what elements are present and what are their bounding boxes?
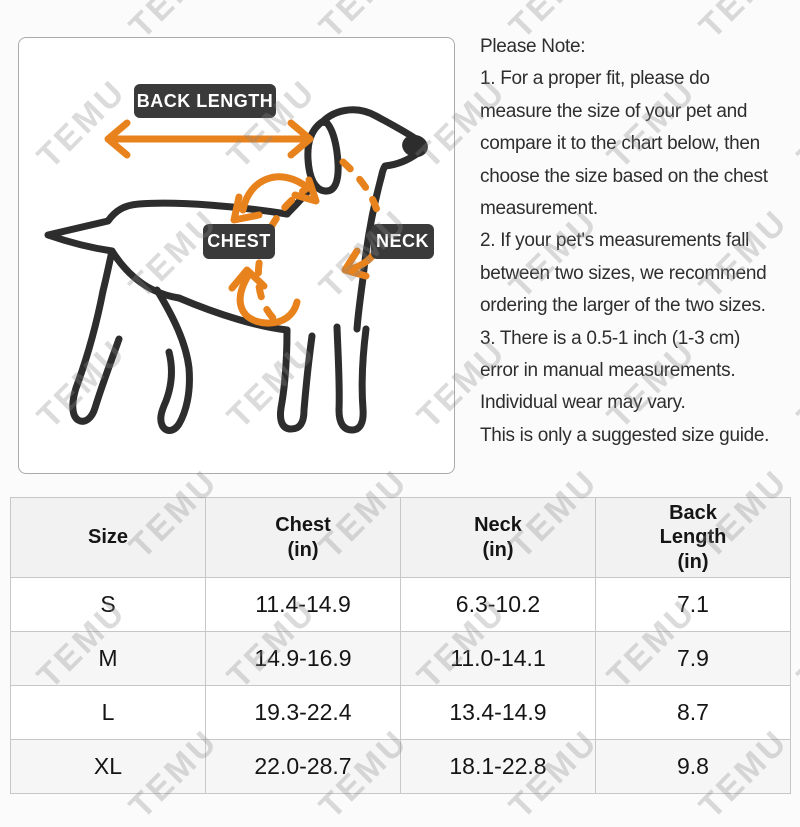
dog-ear <box>304 118 342 195</box>
size-table-cell: 22.0-28.7 <box>205 739 401 794</box>
size-table-cell: 18.1-22.8 <box>400 739 596 794</box>
note-line: This is only a suggested size guide. <box>480 424 770 446</box>
chest-girth-dashed-line <box>254 182 315 325</box>
note-line: compare it to the chart below, then <box>480 133 760 155</box>
chest-arc-head-left <box>230 193 263 224</box>
chest-top-arc <box>239 173 312 214</box>
dog-illustration <box>44 106 428 434</box>
neck-label: NECK <box>371 224 434 259</box>
size-table-cell: XL <box>10 739 206 794</box>
dog-back-and-tail <box>44 199 291 295</box>
size-table: Size Chest (in) Neck (in) Back Length (in) S 11.… <box>10 497 791 794</box>
dog-mouth-line <box>377 149 422 182</box>
size-table-header-cell: Back Length (in) <box>595 497 791 578</box>
size-table-cell: L <box>10 685 206 740</box>
note-title: Please Note: <box>480 36 586 57</box>
dog-front-leg-near <box>277 326 316 433</box>
size-table-row: S 11.4-14.9 6.3-10.2 7.1 <box>10 577 791 632</box>
size-table-row: XL 22.0-28.7 18.1-22.8 9.8 <box>10 739 791 794</box>
size-table-cell: 8.7 <box>595 685 791 740</box>
back-length-arrow-head-left <box>104 119 131 159</box>
note-line: 1. For a proper fit, please do <box>480 68 710 90</box>
size-table-cell: 9.8 <box>595 739 791 794</box>
size-table-cell: M <box>10 631 206 686</box>
size-table-cell: 7.9 <box>595 631 791 686</box>
measurement-arrows <box>104 119 387 327</box>
neck-arrow-head <box>341 247 370 280</box>
dog-rear-leg-near <box>69 287 123 425</box>
size-table-row: L 19.3-22.4 13.4-14.9 8.7 <box>10 685 791 740</box>
note-line: choose the size based on the chest <box>480 165 768 187</box>
size-table-header-cell: Neck (in) <box>400 497 596 578</box>
chest-bottom-arrow-head <box>228 266 268 292</box>
note-line: 3. There is a 0.5-1 inch (1-3 cm) <box>480 327 741 349</box>
note-line: ordering the larger of the two sizes. <box>480 295 766 317</box>
dog-nose <box>402 134 428 158</box>
dog-rear-leg-far <box>153 286 193 434</box>
size-table-body: S 11.4-14.9 6.3-10.2 7.1 M 14.9-16.9 11.0-14.1… <box>10 577 791 794</box>
size-table-cell: S <box>10 577 206 632</box>
size-table-header-cell: Chest (in) <box>205 497 401 578</box>
back-length-arrow-head-right <box>287 119 314 159</box>
chest-label: CHEST <box>203 224 275 259</box>
temu-watermark: TEMU <box>790 592 800 696</box>
note-block: Please Note: 1. For a proper fit, please… <box>480 31 800 452</box>
dog-belly-line <box>175 294 291 334</box>
size-table-cell: 6.3-10.2 <box>400 577 596 632</box>
note-line: error in manual measurements. <box>480 360 736 382</box>
dog-front-leg-far <box>333 323 370 434</box>
dog-flank-line <box>108 247 183 302</box>
note-line: Individual wear may vary. <box>480 392 686 414</box>
note-line: measure the size of your pet and <box>480 100 748 122</box>
size-table-cell: 11.0-14.1 <box>400 631 596 686</box>
note-line: measurement. <box>480 198 598 220</box>
neck-dashed-line <box>339 158 383 221</box>
note-lines: 1. For a proper fit, please do measure th… <box>480 63 800 452</box>
size-table-cell: 7.1 <box>595 577 791 632</box>
dog-measurement-diagram: BACK LENGTH CHEST NECK <box>18 37 455 474</box>
size-table-cell: 11.4-14.9 <box>205 577 401 632</box>
size-table-header-cell: Size <box>10 497 206 578</box>
note-line: between two sizes, we recommend <box>480 262 767 284</box>
size-table-row: M 14.9-16.9 11.0-14.1 7.9 <box>10 631 791 686</box>
size-table-cell: 13.4-14.9 <box>400 685 596 740</box>
size-table-cell: 14.9-16.9 <box>205 631 401 686</box>
size-table-head: Size Chest (in) Neck (in) Back Length (in) <box>10 497 791 578</box>
note-line: 2. If your pet's measurements fall <box>480 230 750 252</box>
dog-outline <box>44 106 422 434</box>
chest-bottom-arc <box>236 272 301 327</box>
size-table-cell: 19.3-22.4 <box>205 685 401 740</box>
back-length-label: BACK LENGTH <box>134 84 276 118</box>
